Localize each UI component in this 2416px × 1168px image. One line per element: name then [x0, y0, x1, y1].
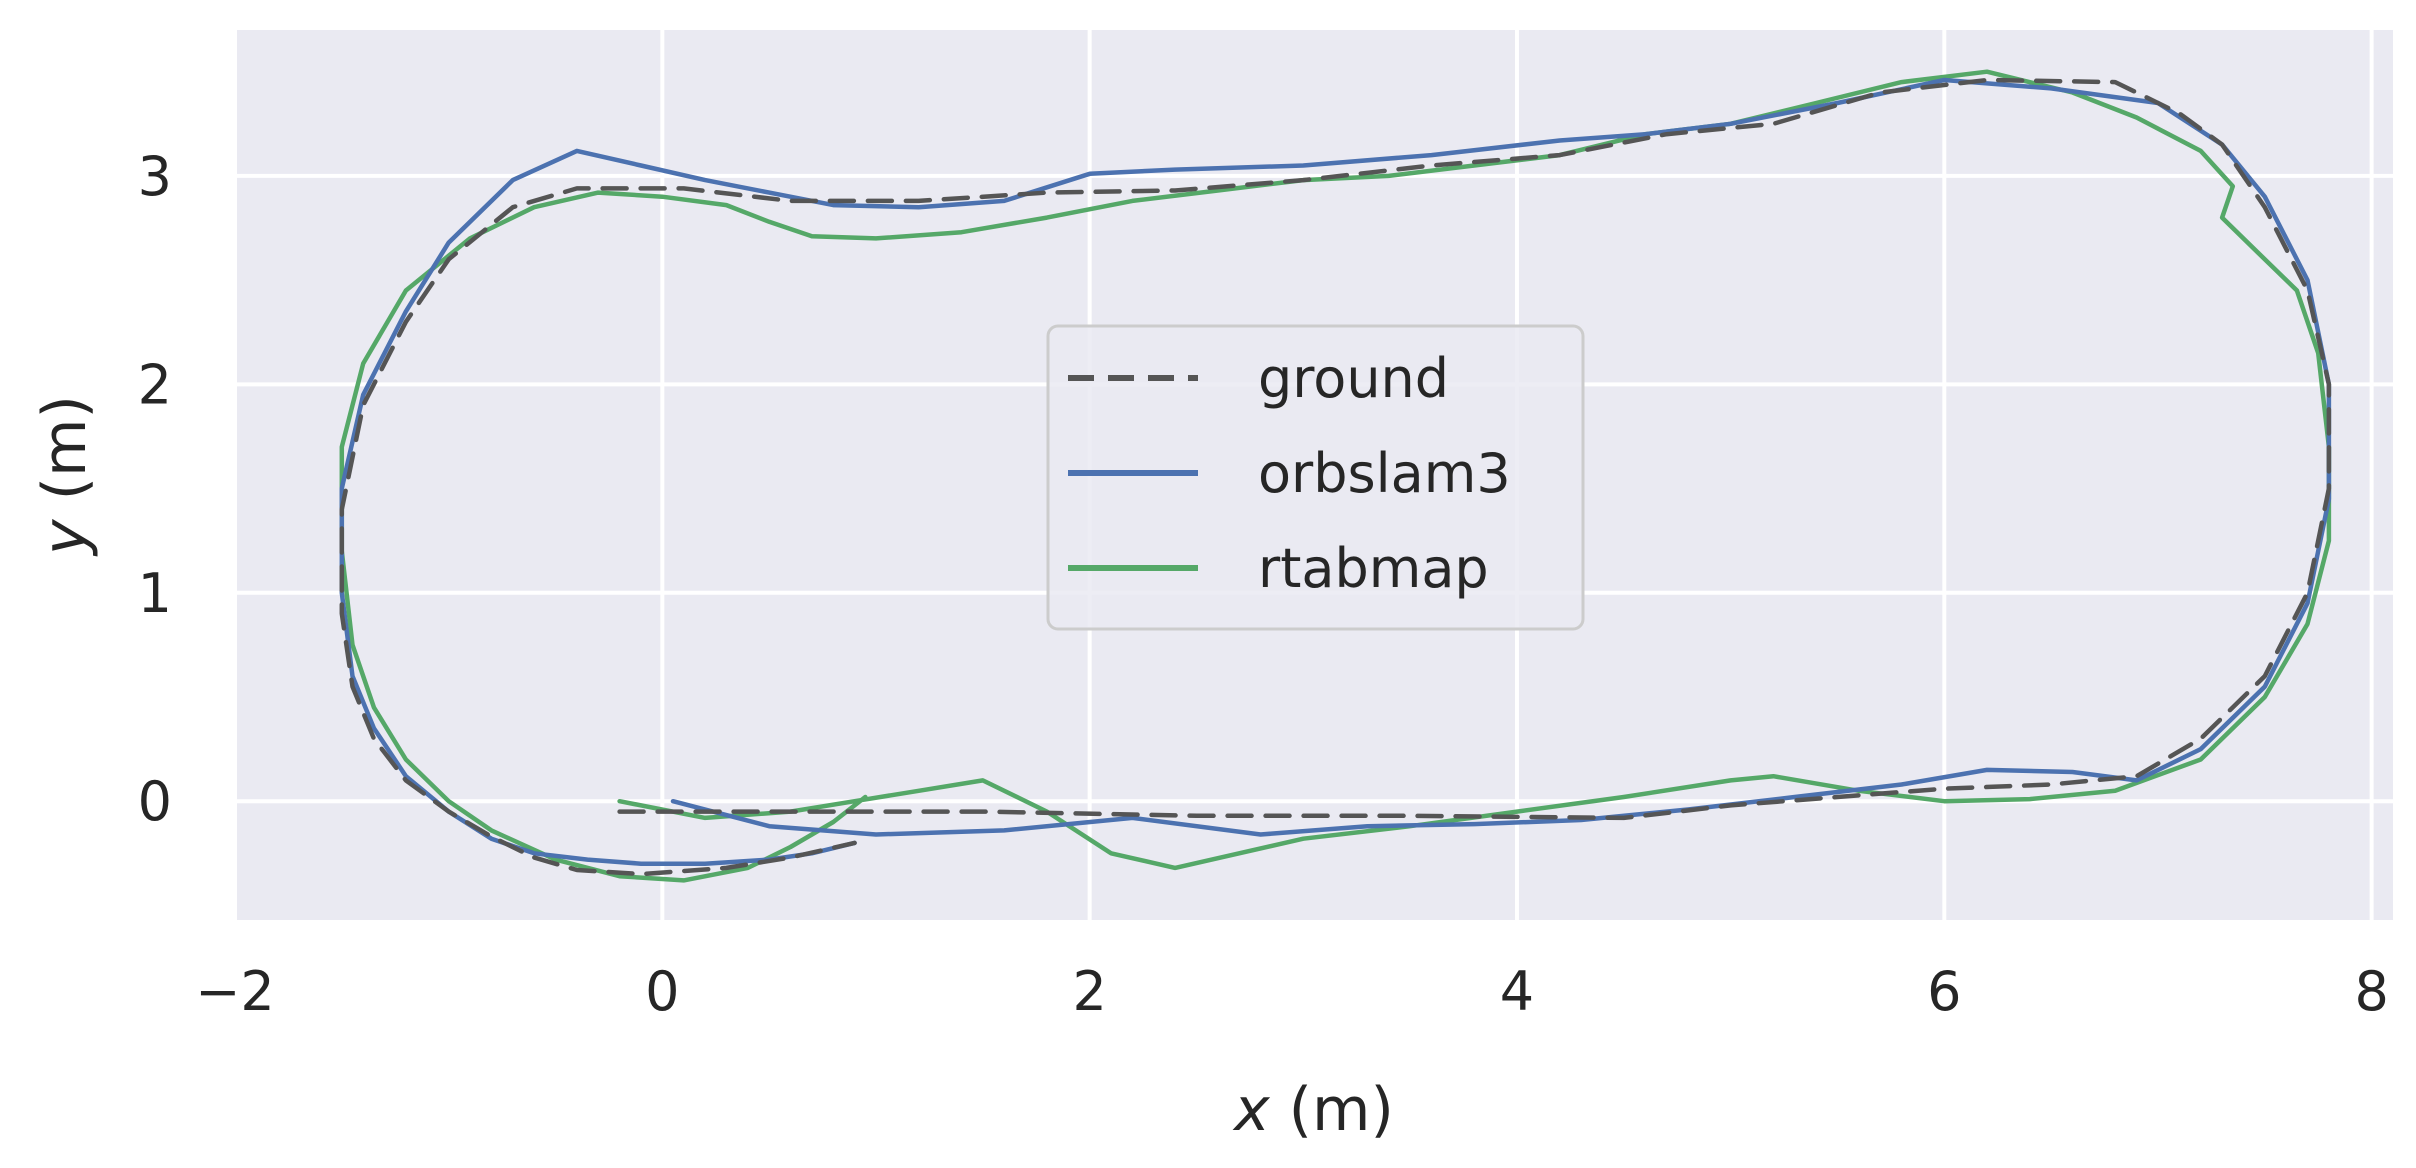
legend-label-rtabmap: rtabmap [1258, 537, 1489, 600]
y-axis-var: y [30, 518, 100, 557]
series-line-rtabmap [339, 69, 2332, 883]
x-axis-unit: (m) [1270, 1075, 1394, 1145]
x-tick-label: −2 [195, 960, 275, 1023]
series-layer [339, 69, 2332, 883]
y-tick-label: 1 [138, 562, 172, 625]
y-tick-label: 3 [138, 145, 172, 208]
y-axis-label: y (m) [30, 395, 100, 557]
x-tick-labels: −2 0 2 4 6 8 [195, 960, 2389, 1023]
legend-label-ground: ground [1258, 347, 1449, 410]
x-tick-label: 8 [2354, 960, 2388, 1023]
legend-box [1046, 324, 1585, 631]
x-tick-label: 2 [1072, 960, 1106, 1023]
x-tick-label: 4 [1500, 960, 1534, 1023]
y-tick-labels: 0 1 2 3 [138, 145, 172, 833]
legend: ground orbslam3 rtabmap [1046, 324, 1585, 631]
x-tick-label: 0 [645, 960, 679, 1023]
y-axis-unit: (m) [30, 395, 100, 519]
x-axis-var: x [1232, 1075, 1270, 1145]
y-tick-label: 2 [138, 353, 172, 416]
x-axis-label: x (m) [1232, 1075, 1394, 1145]
y-tick-label: 0 [138, 770, 172, 833]
legend-label-orbslam3: orbslam3 [1258, 442, 1511, 505]
x-tick-label: 6 [1927, 960, 1961, 1023]
series-line-ground [339, 77, 2332, 877]
